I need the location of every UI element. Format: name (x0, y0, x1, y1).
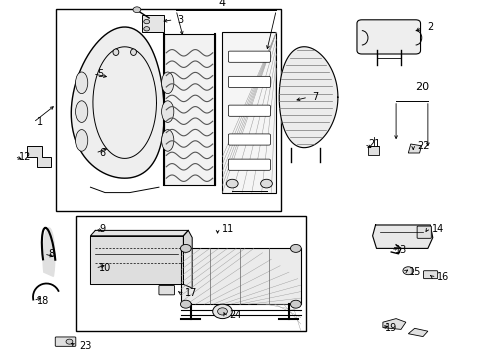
Text: 17: 17 (184, 288, 197, 298)
Text: 15: 15 (408, 267, 420, 277)
Polygon shape (382, 319, 405, 329)
Text: 8: 8 (48, 249, 54, 259)
Ellipse shape (130, 49, 136, 55)
Circle shape (290, 244, 301, 252)
Bar (76, 216, 305, 331)
Circle shape (180, 300, 191, 308)
Text: 16: 16 (436, 272, 448, 282)
Text: 6: 6 (99, 148, 105, 158)
Text: 24: 24 (228, 310, 241, 320)
Polygon shape (407, 328, 427, 337)
FancyBboxPatch shape (416, 226, 430, 238)
Circle shape (402, 267, 413, 275)
Text: 10: 10 (99, 263, 111, 273)
Text: 5: 5 (97, 69, 103, 79)
Text: 9: 9 (99, 224, 105, 234)
Bar (163, 34, 215, 185)
Circle shape (217, 308, 227, 315)
Polygon shape (183, 230, 192, 288)
Circle shape (143, 19, 149, 24)
Ellipse shape (76, 101, 88, 122)
Polygon shape (407, 144, 421, 153)
FancyBboxPatch shape (181, 248, 300, 304)
Polygon shape (367, 146, 378, 155)
Circle shape (143, 27, 149, 31)
Bar (56, 9, 281, 211)
Polygon shape (90, 230, 188, 236)
Ellipse shape (161, 130, 174, 151)
Ellipse shape (161, 72, 174, 94)
FancyBboxPatch shape (228, 134, 270, 145)
Text: 14: 14 (431, 224, 443, 234)
Circle shape (133, 7, 141, 13)
FancyBboxPatch shape (423, 271, 437, 279)
Text: 12: 12 (19, 152, 31, 162)
Circle shape (290, 300, 301, 308)
Text: 7: 7 (311, 92, 318, 102)
Text: 22: 22 (416, 141, 429, 151)
FancyBboxPatch shape (159, 285, 174, 295)
Circle shape (66, 339, 73, 344)
Ellipse shape (113, 49, 119, 55)
Polygon shape (71, 27, 164, 178)
Text: 4: 4 (219, 0, 225, 8)
Polygon shape (279, 47, 337, 148)
Polygon shape (43, 228, 55, 276)
Text: 1: 1 (37, 117, 43, 127)
Text: 18: 18 (37, 296, 49, 306)
FancyBboxPatch shape (228, 159, 270, 170)
Text: 20: 20 (414, 82, 428, 92)
FancyBboxPatch shape (55, 337, 76, 346)
Polygon shape (90, 236, 183, 284)
Bar (222, 32, 276, 193)
Text: 21: 21 (367, 139, 380, 149)
Text: 13: 13 (394, 245, 407, 255)
Circle shape (180, 244, 191, 252)
Text: 3: 3 (177, 15, 183, 25)
FancyBboxPatch shape (356, 20, 420, 54)
Circle shape (226, 179, 238, 188)
Text: 11: 11 (221, 224, 233, 234)
Bar (142, 15, 163, 32)
Text: 2: 2 (426, 22, 432, 32)
Circle shape (260, 179, 272, 188)
Ellipse shape (161, 101, 174, 122)
Circle shape (212, 304, 232, 319)
Polygon shape (372, 225, 432, 248)
Polygon shape (27, 146, 51, 167)
FancyBboxPatch shape (228, 51, 270, 62)
Ellipse shape (76, 72, 88, 94)
Text: 23: 23 (80, 341, 92, 351)
Ellipse shape (76, 130, 88, 151)
FancyBboxPatch shape (228, 76, 270, 87)
Text: 19: 19 (385, 323, 397, 333)
FancyBboxPatch shape (228, 105, 270, 116)
